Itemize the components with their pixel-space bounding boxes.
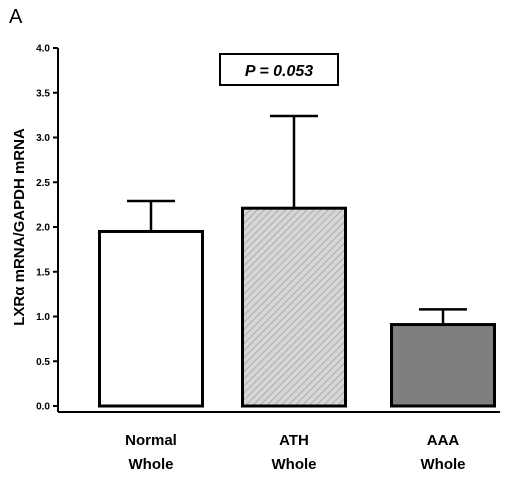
y-tick-label: 4.0 xyxy=(36,44,50,55)
x-tick-label: Normal xyxy=(125,432,177,449)
bar xyxy=(241,206,347,408)
y-tick-label: 2.0 xyxy=(36,223,50,234)
x-tick-label: Whole xyxy=(421,456,466,473)
bar xyxy=(98,229,204,408)
y-tick-label: 1.5 xyxy=(36,267,50,278)
y-axis-label: LXRα mRNA/GAPDH mRNA xyxy=(11,128,28,326)
x-tick-label: ATH xyxy=(279,432,309,449)
y-tick-label: 3.5 xyxy=(36,88,50,99)
bar xyxy=(390,323,496,408)
y-tick-label: 0.0 xyxy=(36,402,50,413)
y-tick-label: 1.0 xyxy=(36,312,50,323)
x-tick-label: AAA xyxy=(427,432,460,449)
y-tick-label: 3.0 xyxy=(36,133,50,144)
x-tick-label: Whole xyxy=(272,456,317,473)
p-value-annotation: P = 0.053 xyxy=(245,63,313,80)
category-labels: Normal Whole ATH Whole AAA Whole xyxy=(125,432,465,473)
p-value-box xyxy=(219,53,339,86)
panel-letter: A xyxy=(9,6,23,28)
error-bars xyxy=(127,114,467,325)
y-tick-label: 2.5 xyxy=(36,178,50,189)
y-axis: 0.0 0.5 1.0 1.5 2.0 2.5 3.0 3.5 4.0 xyxy=(36,44,59,413)
y-tick-label: 0.5 xyxy=(36,357,50,368)
x-tick-label: Whole xyxy=(129,456,174,473)
bars xyxy=(98,206,496,408)
